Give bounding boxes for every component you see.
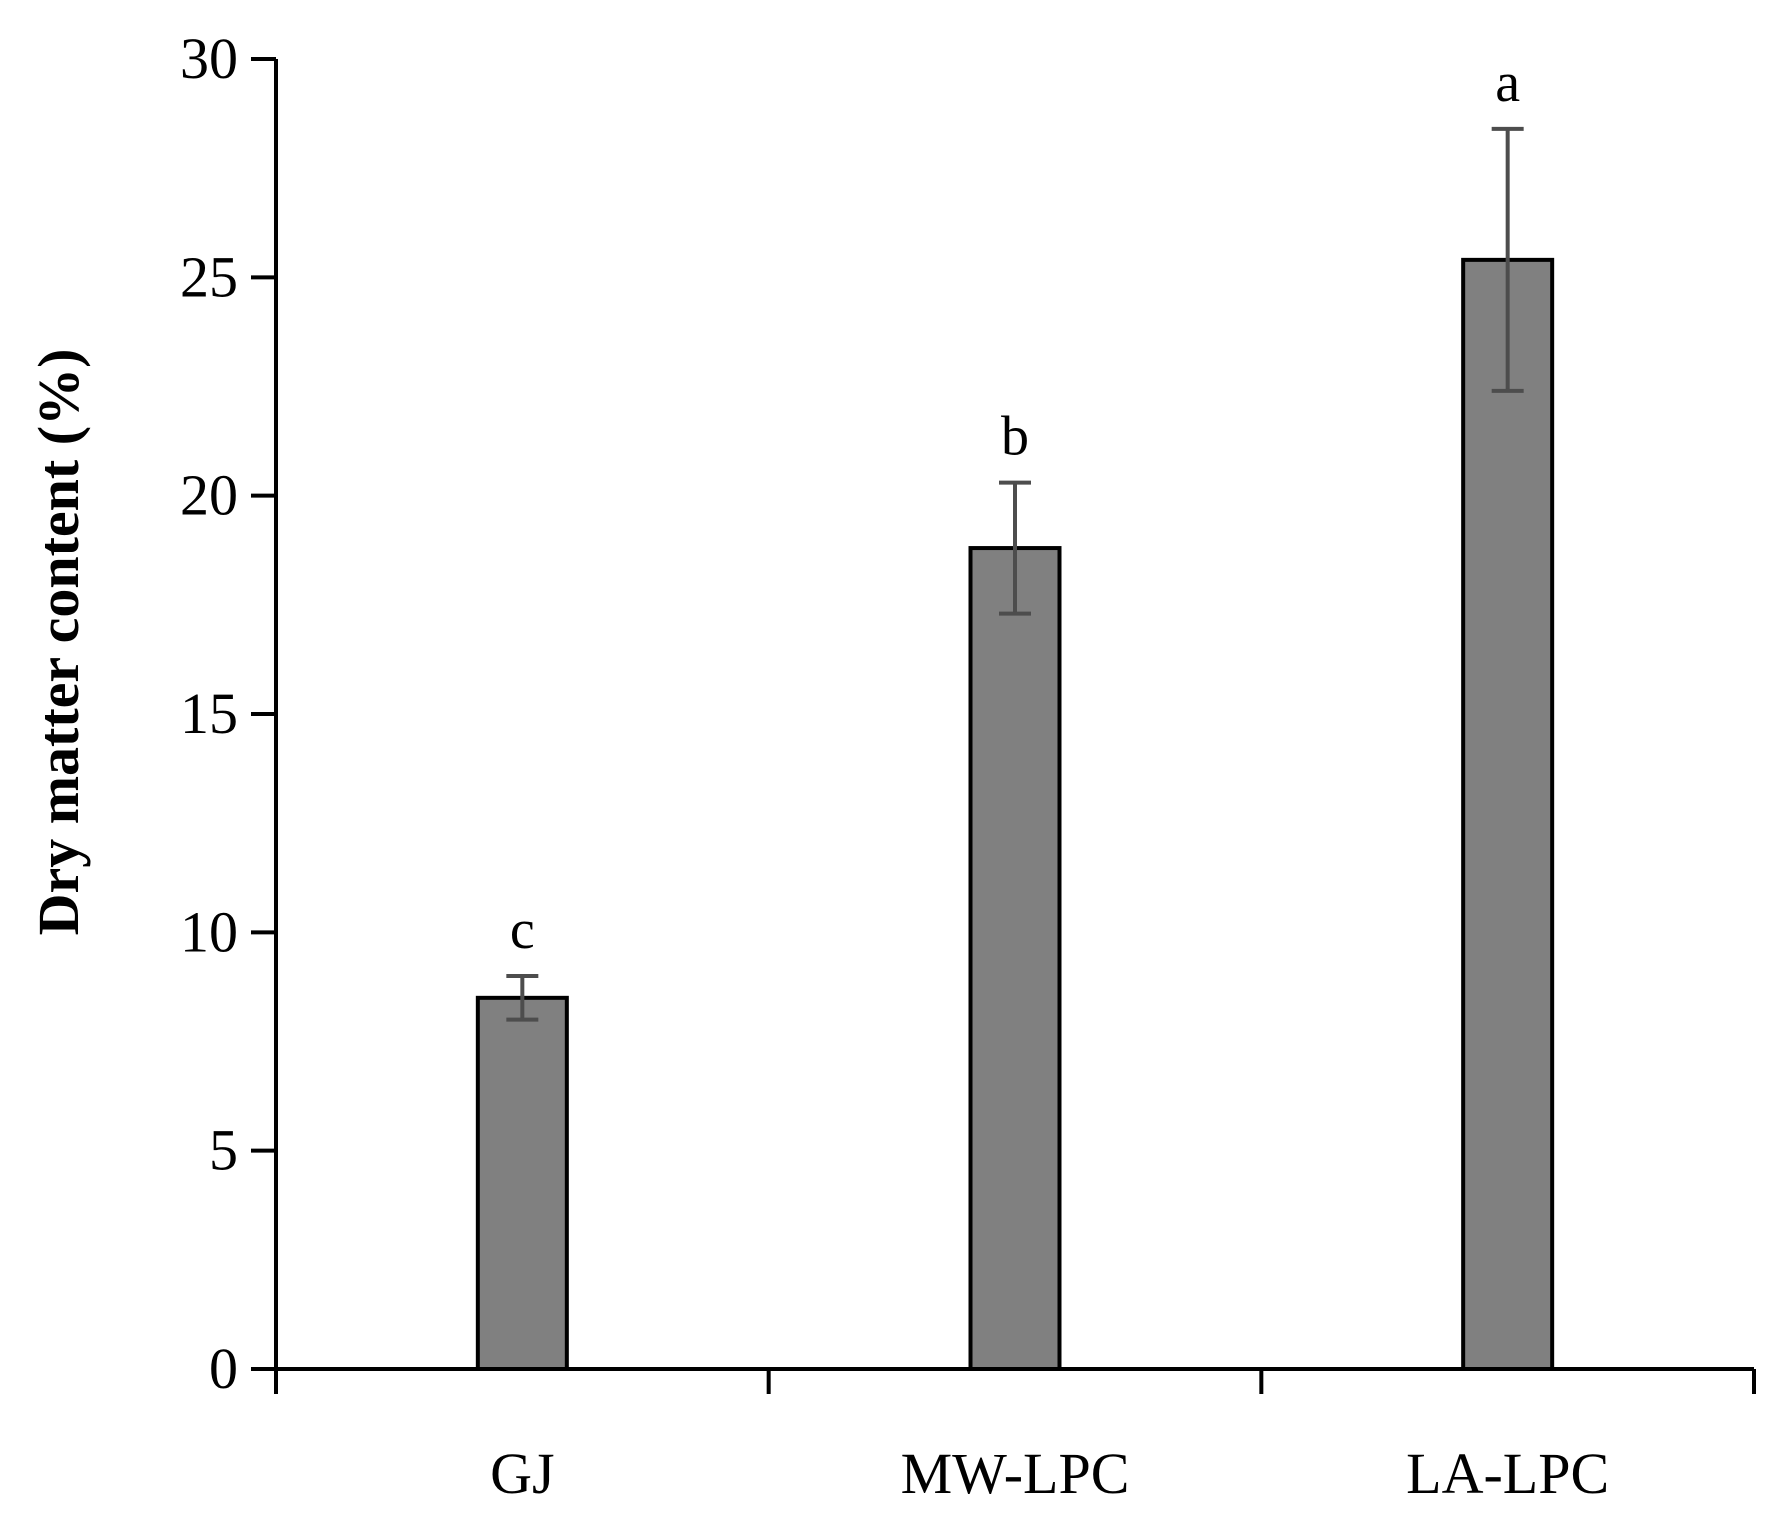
- bar-gj: [475, 995, 569, 1371]
- significance-letter: c: [510, 899, 535, 961]
- x-category-label: MW-LPC: [901, 1441, 1130, 1506]
- y-tick-label: 30: [180, 26, 238, 91]
- y-axis-title: Dry matter content (%): [26, 349, 91, 936]
- error-bars: [506, 126, 1524, 1022]
- bar-la-lpc: [1461, 257, 1555, 1371]
- y-tick-label: 10: [180, 899, 238, 964]
- y-tick-label: 15: [180, 681, 238, 746]
- bar-mw-lpc: [968, 546, 1062, 1371]
- x-category-label: LA-LPC: [1406, 1441, 1609, 1506]
- y-tick-label: 0: [209, 1336, 238, 1401]
- y-axis: 0 5 10 15 20 25 30: [180, 26, 278, 1401]
- significance-letters: c b a: [510, 52, 1520, 961]
- x-category-label: GJ: [490, 1441, 554, 1506]
- y-tick-label: 20: [180, 463, 238, 528]
- y-tick-label: 25: [180, 244, 238, 309]
- y-tick-label: 5: [209, 1118, 238, 1183]
- bars: [475, 257, 1555, 1371]
- significance-letter: b: [1001, 406, 1029, 468]
- significance-letter: a: [1495, 52, 1520, 114]
- x-axis: GJ MW-LPC LA-LPC: [274, 1367, 1756, 1506]
